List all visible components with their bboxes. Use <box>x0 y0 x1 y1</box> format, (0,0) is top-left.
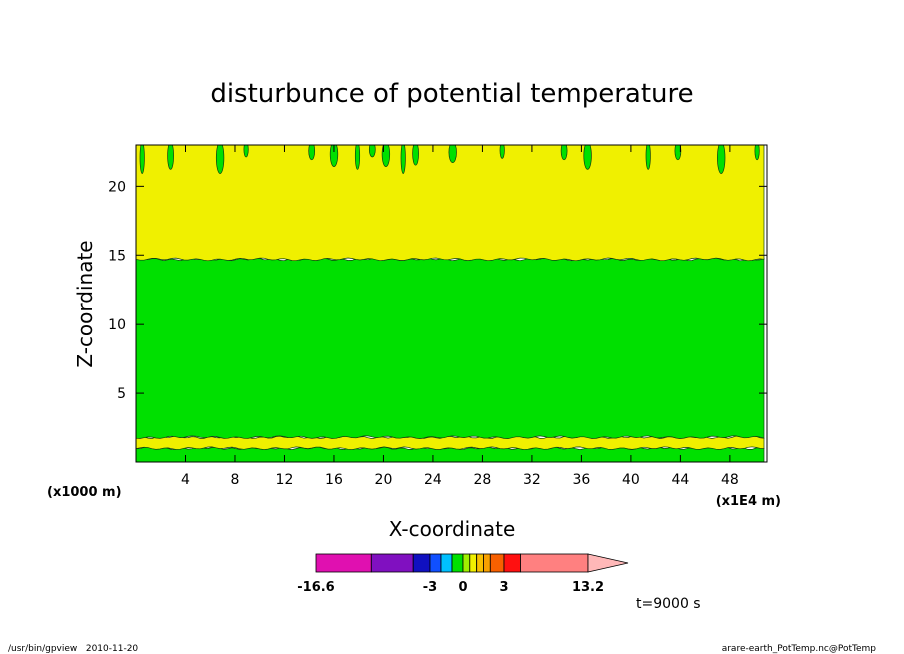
contour-cell <box>583 145 592 170</box>
contour-cell <box>243 145 249 158</box>
footer-left: /usr/bin/gpview 2010-11-20 <box>8 644 138 654</box>
y-tick-label: 20 <box>108 179 126 195</box>
x-unit-label: (x1E4 m) <box>716 494 781 509</box>
contour-region <box>136 145 765 262</box>
x-tick-label: 28 <box>474 472 492 488</box>
contour-cell <box>167 145 174 170</box>
x-tick-label: 4 <box>181 472 190 488</box>
contour-region <box>136 257 765 439</box>
colorbar-label: -16.6 <box>297 580 334 595</box>
contour-cell <box>645 145 651 170</box>
contour-cell <box>412 145 419 166</box>
contour-cell <box>215 145 225 174</box>
x-tick-label: 32 <box>523 472 541 488</box>
colorbar-box <box>503 553 521 573</box>
colorbar-labels: -16.6 -3 0 3 13.2 <box>297 580 604 595</box>
colorbar-label: 0 <box>458 580 467 595</box>
contour-regions <box>136 145 765 462</box>
x-axis-label: X-coordinate <box>389 517 516 541</box>
plot-frame <box>135 144 768 463</box>
x-tick-label: 8 <box>231 472 240 488</box>
x-tick-label: 48 <box>721 472 739 488</box>
x-tick-label: 44 <box>671 472 689 488</box>
colorbar-label: 3 <box>499 580 508 595</box>
contour-cell <box>560 145 568 161</box>
x-tick-label: 40 <box>622 472 640 488</box>
contour-cell <box>754 145 760 161</box>
x-axis-ticks: 4 8 12 16 20 24 28 32 36 40 44 48 <box>181 145 739 488</box>
x-tick-label: 24 <box>424 472 442 488</box>
colorbar: -16.6 -3 0 3 13.2 <box>297 553 629 595</box>
colorbar-box <box>412 553 431 573</box>
colorbar-box <box>462 553 471 573</box>
y-tick-label: 15 <box>108 248 126 264</box>
colorbar-label: 13.2 <box>572 580 604 595</box>
contour-cell <box>308 145 316 161</box>
contour-cell <box>400 145 406 174</box>
colorbar-box <box>429 553 442 573</box>
colorbar-box <box>469 553 477 573</box>
colorbar-box <box>520 553 589 573</box>
colorbar-box <box>440 553 453 573</box>
contour-cell <box>329 145 339 167</box>
contour-cell <box>448 145 457 163</box>
contour-top-cells <box>139 145 760 174</box>
y-unit-label: (x1000 m) <box>47 485 122 500</box>
contour-cell <box>368 145 376 158</box>
x-tick-label: 16 <box>325 472 343 488</box>
colorbar-box <box>315 553 372 573</box>
chart-title: disturbunce of potential temperature <box>210 79 693 109</box>
time-label: t=9000 s <box>636 596 701 612</box>
colorbar-box <box>451 553 464 573</box>
x-tick-label: 20 <box>375 472 393 488</box>
contour-cell <box>139 145 145 174</box>
x-tick-label: 12 <box>276 472 294 488</box>
contour-cell <box>674 145 682 161</box>
colorbar-label: -3 <box>423 580 437 595</box>
y-axis-ticks: 5 10 15 20 <box>108 179 767 402</box>
colorbar-box <box>476 553 484 573</box>
colorbar-extension <box>587 553 629 573</box>
y-tick-label: 10 <box>108 317 126 333</box>
y-axis-label: Z-coordinate <box>73 240 97 367</box>
footer-right: arare-earth_PotTemp.nc@PotTemp <box>722 644 877 654</box>
contour-cell <box>381 145 391 167</box>
contour-cell <box>717 145 726 174</box>
y-tick-label: 5 <box>117 386 126 402</box>
x-tick-label: 36 <box>572 472 590 488</box>
contour-cell <box>499 145 505 159</box>
colorbar-box <box>489 553 505 573</box>
colorbar-boxes <box>315 553 629 573</box>
contour-cell <box>354 145 361 170</box>
colorbar-box <box>483 553 491 573</box>
colorbar-box <box>370 553 414 573</box>
